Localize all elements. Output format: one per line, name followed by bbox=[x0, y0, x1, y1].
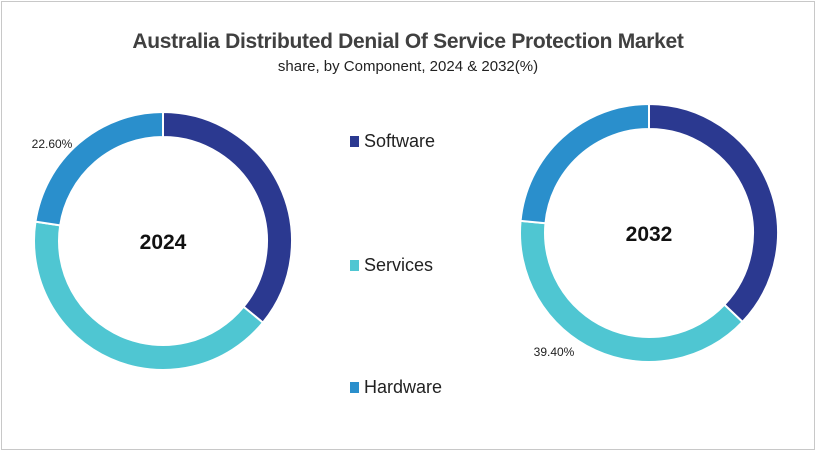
legend-swatch-services bbox=[350, 260, 359, 271]
legend-swatch-hardware bbox=[350, 382, 359, 393]
data-label-2024-hardware: 22.60% bbox=[32, 137, 73, 151]
legend-item-services: Services bbox=[350, 255, 433, 276]
legend-label-hardware: Hardware bbox=[364, 377, 443, 397]
chart-subtitle: share, by Component, 2024 & 2032(%) bbox=[277, 58, 539, 75]
donut-center-label-2024: 2024 bbox=[140, 231, 187, 254]
legend-swatch-software bbox=[350, 136, 359, 147]
legend-label-software: Software bbox=[364, 131, 436, 151]
legend-label-services: Services bbox=[364, 255, 434, 275]
donut-2032-slice-hardware bbox=[519, 102, 650, 225]
donut-2032-slice-software bbox=[648, 102, 779, 324]
data-label-2032-services: 39.40% bbox=[534, 345, 575, 359]
legend-item-software: Software bbox=[350, 131, 435, 152]
donut-2024-slice-hardware bbox=[34, 110, 164, 227]
donut-center-label-2032: 2032 bbox=[626, 223, 673, 246]
chart-title: Australia Distributed Denial Of Service … bbox=[132, 30, 684, 53]
donut-2024-slice-software bbox=[162, 110, 293, 325]
legend-item-hardware: Hardware bbox=[350, 377, 442, 398]
